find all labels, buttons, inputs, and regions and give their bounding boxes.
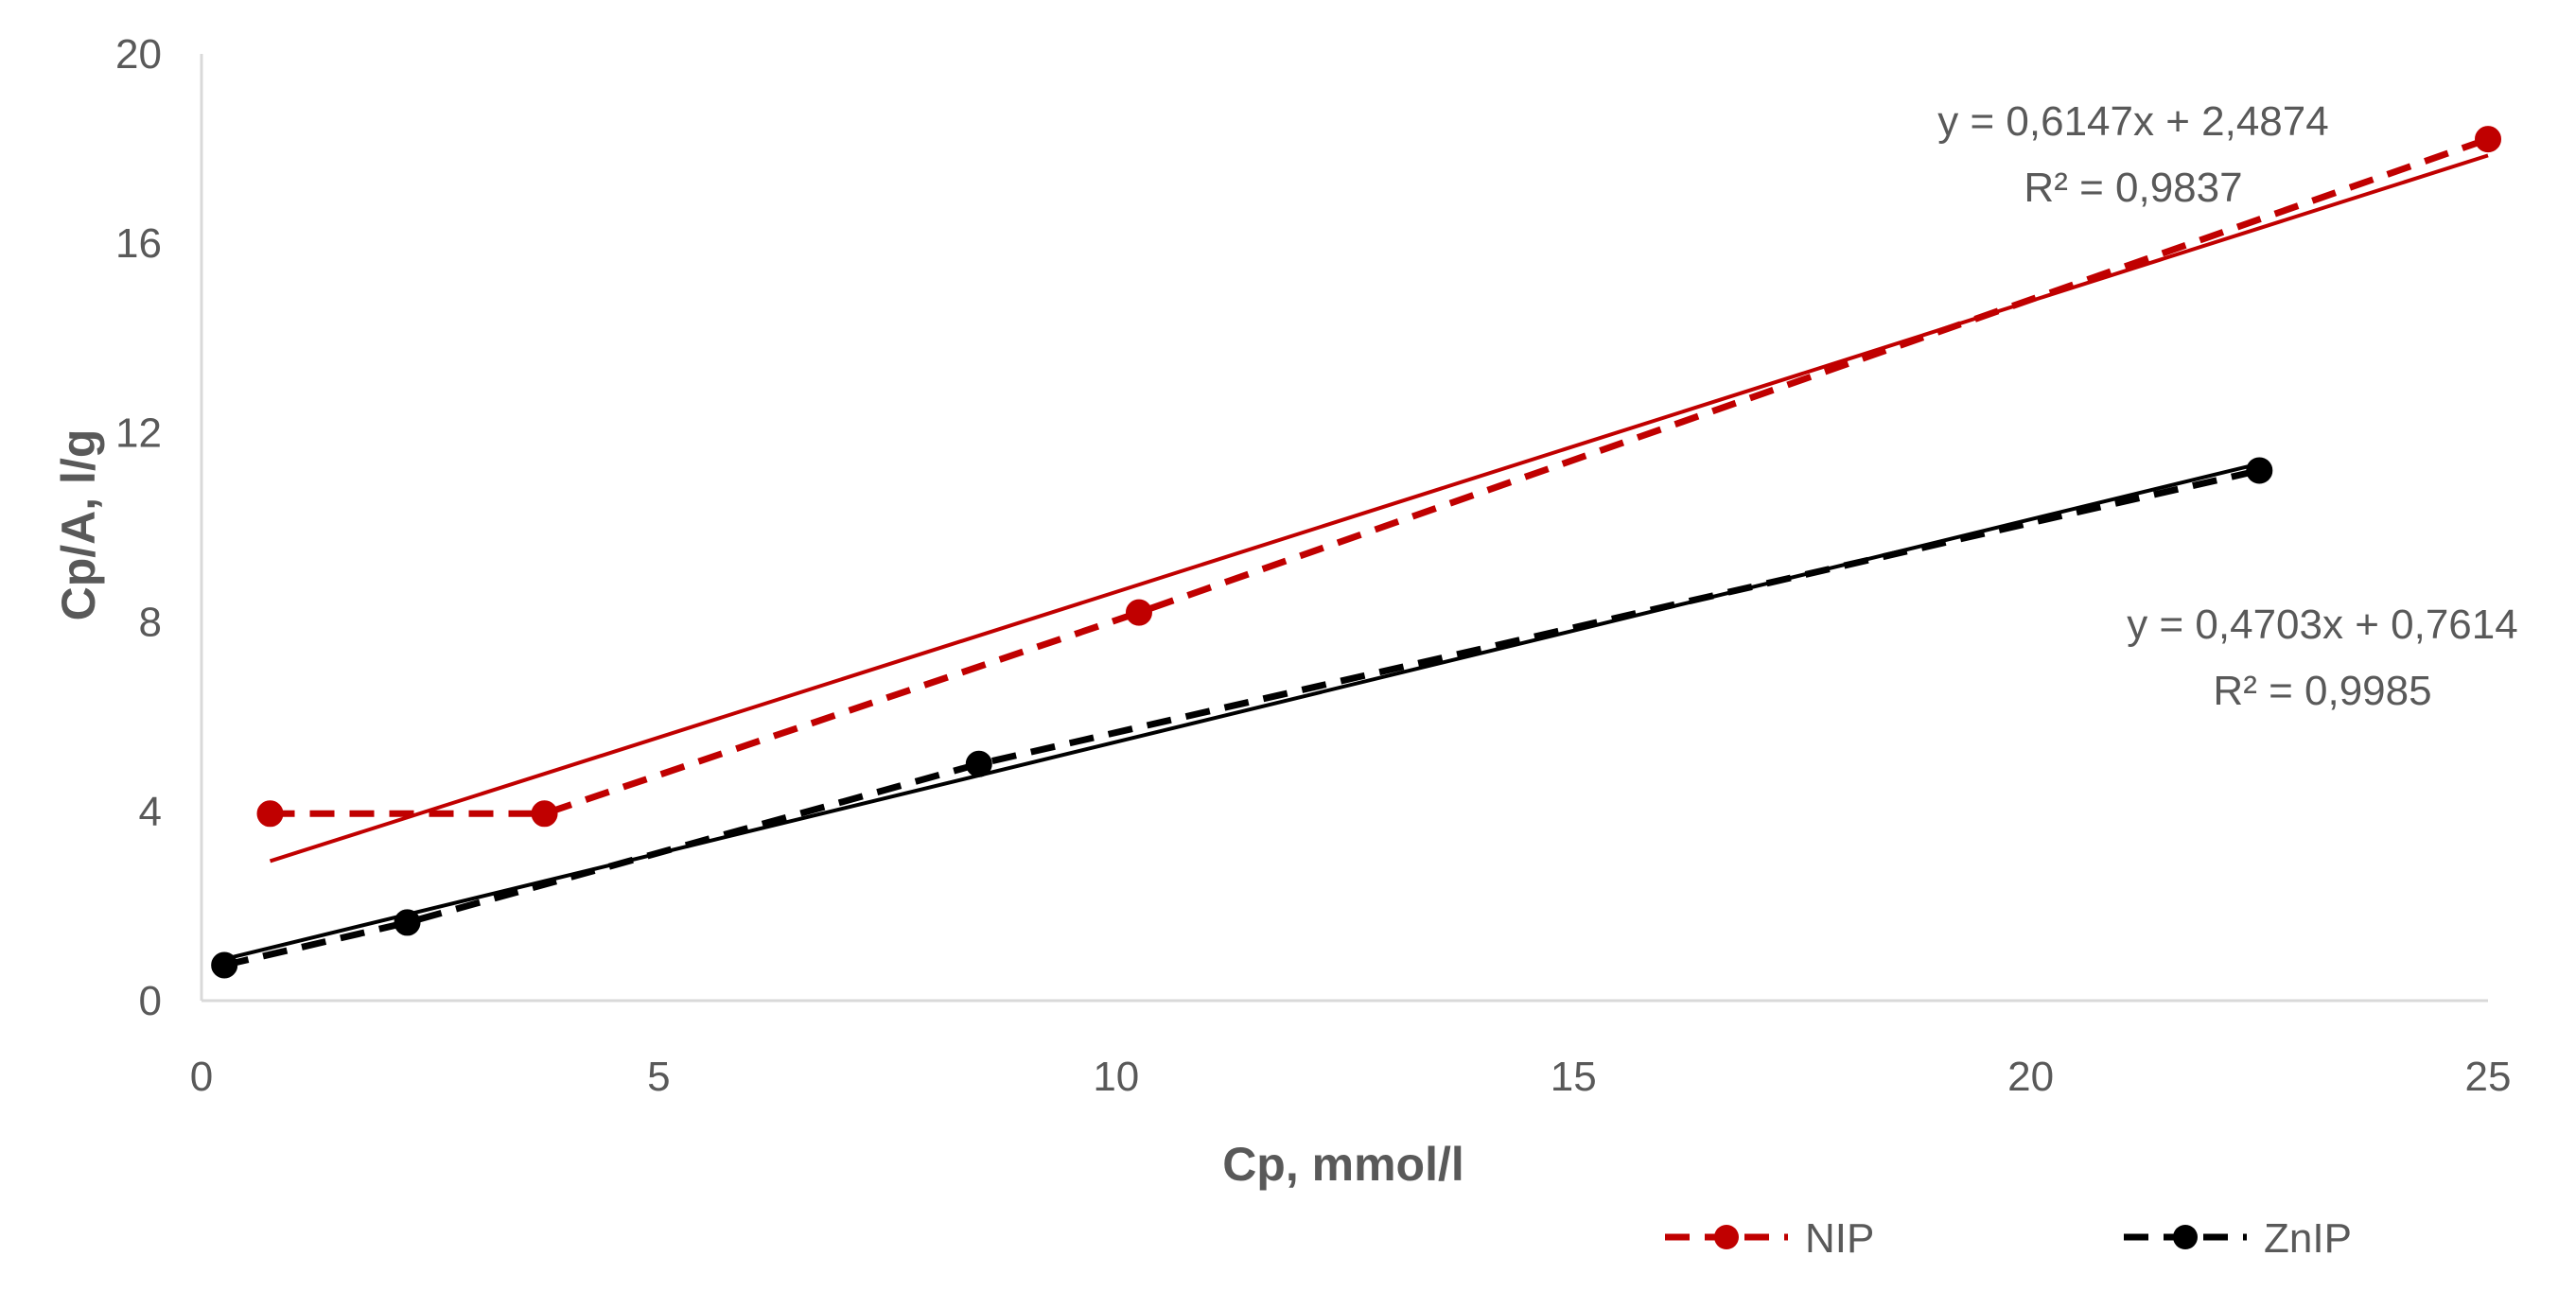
y-tick-label: 8 (139, 600, 162, 646)
x-tick-label: 5 (647, 1054, 670, 1100)
series-lines (223, 135, 2490, 968)
y-tick-label: 0 (139, 978, 162, 1024)
legend-label-znip: ZnIP (2264, 1215, 2352, 1262)
data-point-znip (394, 909, 421, 936)
legend: NIP ZnIP (1665, 1215, 2352, 1262)
y-tick-label: 16 (115, 220, 162, 267)
data-point-znip (2246, 457, 2273, 484)
trendline-znip (223, 462, 2260, 961)
trendline-nip (269, 153, 2489, 864)
data-point-nip (531, 800, 558, 828)
data-point-nip (1125, 599, 1152, 626)
series-line-nip (270, 135, 2490, 817)
trendline-equation-nip: y = 0,6147x + 2,4874 (1937, 98, 2328, 145)
x-tick-label: 20 (2007, 1054, 2054, 1100)
y-tick-label: 20 (115, 31, 162, 78)
trendline-r2-znip: R² = 0,9985 (2213, 668, 2431, 714)
trendline-equation-znip: y = 0,4703x + 0,7614 (2127, 602, 2517, 648)
legend-label-nip: NIP (1805, 1215, 1874, 1262)
x-tick-label: 0 (190, 1054, 213, 1100)
x-tick-label: 15 (1551, 1054, 1597, 1100)
data-point-nip (256, 800, 284, 828)
series-line-znip (223, 467, 2261, 968)
y-axis: 0 4 8 12 16 20 (115, 31, 203, 1024)
x-tick-label: 10 (1093, 1054, 1139, 1100)
y-tick-label: 4 (139, 789, 162, 835)
data-markers (211, 126, 2501, 979)
y-axis-title: Cp/A, l/g (52, 429, 105, 621)
data-point-znip (965, 750, 992, 777)
trendlines (223, 153, 2489, 961)
x-axis-title: Cp, mmol/l (1222, 1138, 1464, 1191)
y-tick-label: 12 (115, 410, 162, 456)
legend-marker-znip (2173, 1225, 2198, 1249)
legend-marker-nip (1714, 1225, 1739, 1249)
trendline-r2-nip: R² = 0,9837 (2024, 165, 2242, 211)
data-point-nip (2475, 126, 2501, 153)
trendline-equations: y = 0,6147x + 2,4874 R² = 0,9837 y = 0,470… (1937, 98, 2517, 714)
x-axis: 0 5 10 15 20 25 (190, 999, 2512, 1100)
x-tick-label: 25 (2465, 1054, 2512, 1100)
data-point-znip (211, 951, 238, 979)
